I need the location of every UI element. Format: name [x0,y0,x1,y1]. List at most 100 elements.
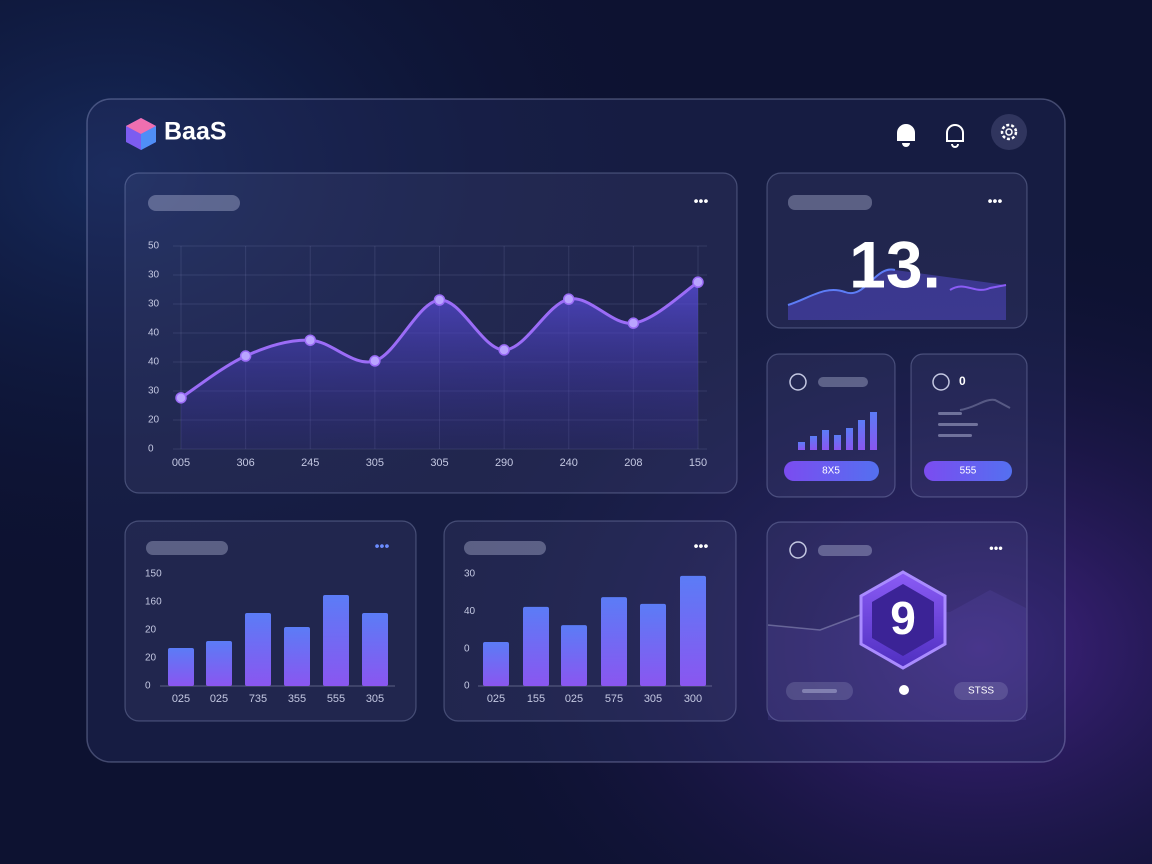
placeholder [818,377,868,387]
point [563,293,575,305]
x-tick-label: 305 [644,693,662,705]
sparkline [788,269,1006,320]
sparkline [767,614,861,631]
point [692,276,704,288]
mini-value: 0 [959,374,966,388]
x-tick-label: 005 [172,457,190,469]
y-tick-label: 0 [148,444,154,455]
point [369,355,381,367]
logo [126,118,156,150]
menu-dots[interactable]: ••• [694,538,709,554]
x-tick-label: 305 [430,457,448,469]
placeholder [788,195,872,210]
bar [206,640,232,686]
button[interactable] [924,461,1012,481]
point [239,350,252,362]
icon [789,541,807,559]
x-tick-label: 735 [249,693,267,705]
point [433,294,446,306]
button-label[interactable]: STSS [968,686,994,697]
y-tick-label: 50 [148,241,160,252]
bar [168,647,194,686]
y-tick-label: 0 [464,643,470,654]
x-tick-label: 240 [560,457,578,469]
y-tick-label: 40 [148,328,160,339]
y-tick-label: 30 [148,270,160,281]
menu-dots[interactable]: ••• [988,193,1003,209]
line-area [181,282,698,449]
x-tick-label: 025 [487,693,505,705]
point [498,344,510,356]
x-tick-label: 355 [288,693,306,705]
x-tick-label: 208 [624,457,642,469]
mini-bars [798,412,877,450]
y-tick-label: 20 [145,625,157,636]
x-tick-label: 025 [210,693,228,705]
y-tick-label: 20 [145,653,157,664]
y-tick-label: 30 [148,299,160,310]
bar [483,641,509,686]
button-label[interactable]: 555 [960,466,977,477]
bar [601,597,627,686]
bar [323,594,349,686]
bar [680,575,706,686]
y-tick-label: 40 [148,357,160,368]
y-tick-label: 40 [464,606,476,617]
placeholder [146,541,228,555]
x-tick-label: 290 [495,457,513,469]
placeholder [802,689,837,693]
placeholder [148,195,240,211]
point [304,334,316,346]
menu-dots[interactable]: ••• [989,540,1003,555]
y-tick-label: 150 [145,569,162,580]
placeholder [818,545,872,556]
x-tick-label: 245 [301,457,319,469]
badge-inner [872,584,934,656]
list-lines [938,412,978,437]
x-tick-label: 300 [684,693,702,705]
point [627,317,640,329]
bar [362,612,388,686]
x-tick-label: 025 [565,693,583,705]
bar [561,625,587,686]
notification-icon[interactable] [897,124,915,147]
y-tick-label: 0 [464,681,470,692]
x-tick-label: 025 [172,693,190,705]
bar [245,612,271,686]
bar [640,603,666,686]
x-tick-label: 555 [327,693,345,705]
sparkline [949,284,1007,291]
bell-icon[interactable] [946,124,964,148]
bar [284,627,310,686]
placeholder [464,541,546,555]
y-tick-label: 0 [145,681,151,692]
button[interactable] [954,682,1008,700]
button[interactable] [784,461,879,481]
x-tick-label: 150 [689,457,707,469]
settings-icon[interactable] [991,114,1027,150]
icon [932,373,950,391]
x-tick-label: 306 [236,457,254,469]
y-tick-label: 20 [148,415,160,426]
x-tick-label: 305 [366,457,384,469]
y-tick-label: 30 [464,569,476,580]
stat-value: 13. [849,227,941,301]
x-tick-label: 305 [366,693,384,705]
menu-dots[interactable]: ••• [694,193,709,209]
y-tick-label: 30 [148,386,160,397]
sparkline [787,268,896,306]
button[interactable] [786,682,853,700]
badge-value: 9 [890,592,916,644]
indicator [899,685,909,695]
icon [789,373,807,391]
y-tick-label: 160 [145,597,162,608]
menu-dots[interactable]: ••• [375,538,390,554]
button-label[interactable]: 8X5 [822,466,840,477]
bar [523,606,549,686]
x-tick-label: 155 [527,693,545,705]
brand: BaaS [164,118,227,146]
point [175,392,187,404]
x-tick-label: 575 [605,693,623,705]
